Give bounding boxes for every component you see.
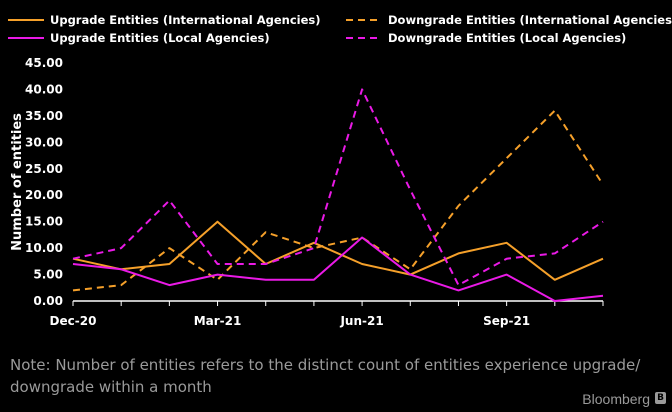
series-line xyxy=(72,109,604,292)
y-tick-label: 20.00 xyxy=(25,188,63,202)
line-chart: Upgrade Entities (International Agencies… xyxy=(8,13,672,328)
x-tick-label: Mar-21 xyxy=(194,314,242,328)
x-tick-label: Sep-21 xyxy=(483,314,530,328)
series-line xyxy=(72,220,604,281)
y-tick-label: 30.00 xyxy=(25,135,63,149)
bloomberg-icon: B xyxy=(655,392,666,404)
y-tick-label: 25.00 xyxy=(25,162,63,176)
x-axis: Dec-20 Mar-21 Jun-21 Sep-21 xyxy=(50,300,604,328)
legend-entry-label: Downgrade Entities (International Agenci… xyxy=(388,13,672,27)
y-tick-label: 10.00 xyxy=(25,241,63,255)
chart-legend: Upgrade Entities (International Agencies… xyxy=(8,13,672,45)
chart-series xyxy=(72,88,604,302)
y-tick-label: 15.00 xyxy=(25,215,63,229)
x-tick-label: Dec-20 xyxy=(50,314,97,328)
y-tick-label: 45.00 xyxy=(25,56,63,70)
brand-logo-text: Bloomberg xyxy=(582,391,650,407)
y-tick-label: 5.00 xyxy=(33,268,63,282)
legend-entry-label: Upgrade Entities (Local Agencies) xyxy=(50,31,270,45)
legend-entry-label: Upgrade Entities (International Agencies… xyxy=(50,13,321,27)
y-axis: 45.00 40.00 35.00 30.00 25.00 20.00 15.00 10.00… xyxy=(25,56,63,308)
series-line xyxy=(72,88,604,287)
y-tick-label: 40.00 xyxy=(25,82,63,96)
x-tick-label: Jun-21 xyxy=(339,314,383,328)
y-tick-label: 35.00 xyxy=(25,109,63,123)
y-tick-label: 0.00 xyxy=(33,294,63,308)
series-line xyxy=(72,236,604,302)
y-axis-title: Number of entities xyxy=(10,113,25,251)
legend-entry-label: Downgrade Entities (Local Agencies) xyxy=(388,31,626,45)
chart-note: Note: Number of entities refers to the d… xyxy=(10,356,641,396)
